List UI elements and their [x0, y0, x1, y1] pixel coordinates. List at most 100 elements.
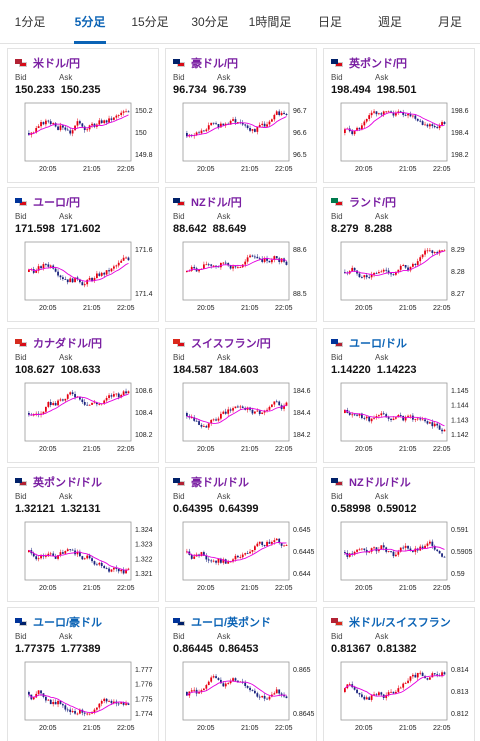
candle-down	[351, 131, 354, 135]
rate-card[interactable]: 英ポンド/円 Bid Ask 198.494 198.501 198.6 198.4 1…	[323, 48, 475, 183]
candle-up	[254, 546, 256, 550]
candle-up	[103, 120, 106, 124]
candle-down	[57, 271, 59, 276]
currency-pair-name[interactable]: NZドル/ドル	[349, 477, 411, 489]
candlestick-chart[interactable]: 108.6 108.4 108.2 20:05 21:05 22:05	[11, 379, 157, 459]
candle-down	[258, 258, 261, 260]
card-header: NZドル/ドル	[331, 475, 411, 489]
rate-card[interactable]: 米ドル/スイスフラン Bid Ask 0.81367 0.81382 0.814 0.…	[323, 607, 475, 741]
candle-up	[370, 548, 373, 552]
tab-2[interactable]: 15分足	[131, 15, 169, 29]
tab-4[interactable]: 1時間足	[248, 15, 292, 29]
bid-ask-labels: Bid Ask	[15, 632, 103, 641]
candle-down	[224, 411, 227, 414]
candlestick-chart[interactable]: 0.865 0.8645 20:05 21:05 22:05	[169, 658, 315, 738]
candlestick-chart[interactable]: 1.777 1.776 1.775 1.774 20:05 21:05 22:05	[11, 658, 157, 738]
ask-label: Ask	[375, 212, 389, 221]
candle-up	[266, 541, 268, 546]
y-tick-label: 1.142	[451, 432, 469, 439]
currency-pair-name[interactable]: 豪ドル/ドル	[191, 477, 250, 489]
candlestick-chart[interactable]: 8.29 8.28 8.27 20:05 21:05 22:05	[327, 238, 473, 318]
candle-down	[258, 696, 261, 698]
rate-card[interactable]: NZドル/ドル Bid Ask 0.58998 0.59012 0.591 0.590…	[323, 467, 475, 602]
tab-6[interactable]: 週足	[377, 15, 402, 29]
currency-pair-name[interactable]: 英ポンド/ドル	[33, 477, 103, 489]
currency-pair-name[interactable]: 米ドル/円	[33, 58, 81, 70]
candle-up	[399, 265, 402, 270]
candlestick-chart[interactable]: 96.7 96.6 96.5 20:05 21:05 22:05	[169, 99, 315, 179]
rate-card[interactable]: NZドル/円 Bid Ask 88.642 88.649 88.6 88.5 20:05…	[165, 187, 317, 322]
candlestick-chart[interactable]: 0.645 0.6445 0.644 20:05 21:05 22:05	[169, 518, 315, 598]
candle-up	[261, 695, 264, 698]
candle-up	[110, 569, 113, 572]
candle-up	[37, 126, 40, 129]
candle-up	[251, 129, 254, 131]
candle-down	[54, 403, 57, 406]
candle-up	[441, 122, 443, 126]
candlestick-chart[interactable]: 198.6 198.4 198.2 20:05 21:05 22:05	[327, 99, 473, 179]
rate-card[interactable]: 豪ドル/円 Bid Ask 96.734 96.739 96.7 96.6 96.5 20…	[165, 48, 317, 183]
rate-card[interactable]: ユーロ/豪ドル Bid Ask 1.77375 1.77389 1.777 1.776…	[7, 607, 159, 741]
moving-average-line	[28, 114, 129, 136]
y-tick-label: 0.8645	[293, 711, 315, 718]
candle-down	[285, 114, 288, 116]
candlestick-chart[interactable]: 150.2 150 149.8 20:05 21:05 22:05	[11, 99, 157, 179]
candlestick-chart[interactable]: 1.324 1.323 1.322 1.321 20:05 21:05 22:05	[11, 518, 157, 598]
candle-up	[110, 268, 113, 272]
candle-up	[203, 264, 205, 269]
rate-card[interactable]: ユーロ/英ポンド Bid Ask 0.86445 0.86453 0.865 0.86…	[165, 607, 317, 741]
candlestick-chart[interactable]: 0.591 0.5905 0.59 20:05 21:05 22:05	[327, 518, 473, 598]
candle-down	[108, 270, 110, 272]
rate-card[interactable]: カナダドル/円 Bid Ask 108.627 108.633 108.6 108.4…	[7, 328, 159, 463]
candlestick-chart[interactable]: 171.6 171.4 20:05 21:05 22:05	[11, 238, 157, 318]
tab-3[interactable]: 30分足	[191, 15, 229, 29]
currency-pair-name[interactable]: NZドル/円	[191, 197, 242, 209]
ask-value: 96.739	[212, 84, 247, 96]
candlestick-chart[interactable]: 0.814 0.813 0.812 20:05 21:05 22:05	[327, 658, 473, 738]
candle-down	[40, 690, 42, 694]
rate-card[interactable]: ランド/円 Bid Ask 8.279 8.288 8.29 8.28 8.27 20:0…	[323, 187, 475, 322]
bid-ask-labels: Bid Ask	[331, 212, 419, 221]
currency-pair-name[interactable]: スイスフラン/円	[191, 338, 271, 350]
candle-up	[193, 689, 196, 691]
tab-7[interactable]: 月足	[437, 15, 462, 29]
rate-card[interactable]: 英ポンド/ドル Bid Ask 1.32121 1.32131 1.324 1.323…	[7, 467, 159, 602]
y-tick-label: 1.143	[451, 417, 469, 424]
bid-label: Bid	[331, 492, 343, 501]
currency-pair-name[interactable]: ユーロ/ドル	[349, 338, 408, 350]
ask-label: Ask	[375, 73, 389, 82]
rate-card[interactable]: 米ドル/円 Bid Ask 150.233 150.235 150.2 150 149.…	[7, 48, 159, 183]
currency-pair-name[interactable]: 豪ドル/円	[191, 58, 239, 70]
currency-pair-name[interactable]: ランド/円	[349, 197, 397, 209]
bid-value: 96.734	[173, 84, 207, 96]
currency-pair-name[interactable]: ユーロ/円	[33, 197, 81, 209]
y-tick-label: 88.6	[293, 247, 307, 254]
x-tick-label: 21:05	[83, 446, 101, 453]
candle-down	[83, 712, 86, 714]
currency-flags-icon	[331, 198, 343, 206]
candle-down	[71, 549, 74, 551]
card-header: 英ポンド/円	[331, 56, 407, 70]
candlestick-chart[interactable]: 1.145 1.144 1.143 1.142 20:05 21:05 22:05	[327, 379, 473, 459]
tab-5[interactable]: 日足	[317, 15, 342, 29]
tab-0[interactable]: 1分足	[14, 15, 46, 29]
candlestick-chart[interactable]: 184.6 184.4 184.2 20:05 21:05 22:05	[169, 379, 315, 459]
currency-pair-name[interactable]: 英ポンド/円	[349, 58, 408, 70]
candle-up	[402, 264, 405, 266]
bid-ask-labels: Bid Ask	[173, 212, 261, 221]
tab-1[interactable]: 5分足	[60, 0, 120, 44]
currency-pair-name[interactable]: ユーロ/豪ドル	[33, 617, 103, 629]
bid-ask-values: 0.86445 0.86453	[173, 643, 265, 655]
bid-label: Bid	[15, 353, 27, 362]
rate-card[interactable]: 豪ドル/ドル Bid Ask 0.64395 0.64399 0.645 0.6445…	[165, 467, 317, 602]
rate-card[interactable]: ユーロ/円 Bid Ask 171.598 171.602 171.6 171.4 20…	[7, 187, 159, 322]
candle-down	[45, 696, 47, 701]
candlestick-chart[interactable]: 88.6 88.5 20:05 21:05 22:05	[169, 238, 315, 318]
rate-card[interactable]: ユーロ/ドル Bid Ask 1.14220 1.14223 1.145 1.144 1…	[323, 328, 475, 463]
currency-pair-name[interactable]: 米ドル/スイスフラン	[349, 617, 451, 629]
candle-down	[193, 266, 196, 269]
rate-card[interactable]: スイスフラン/円 Bid Ask 184.587 184.603 184.6 184.…	[165, 328, 317, 463]
currency-pair-name[interactable]: カナダドル/円	[33, 338, 103, 350]
ask-label: Ask	[59, 492, 73, 501]
currency-pair-name[interactable]: ユーロ/英ポンド	[191, 617, 272, 629]
